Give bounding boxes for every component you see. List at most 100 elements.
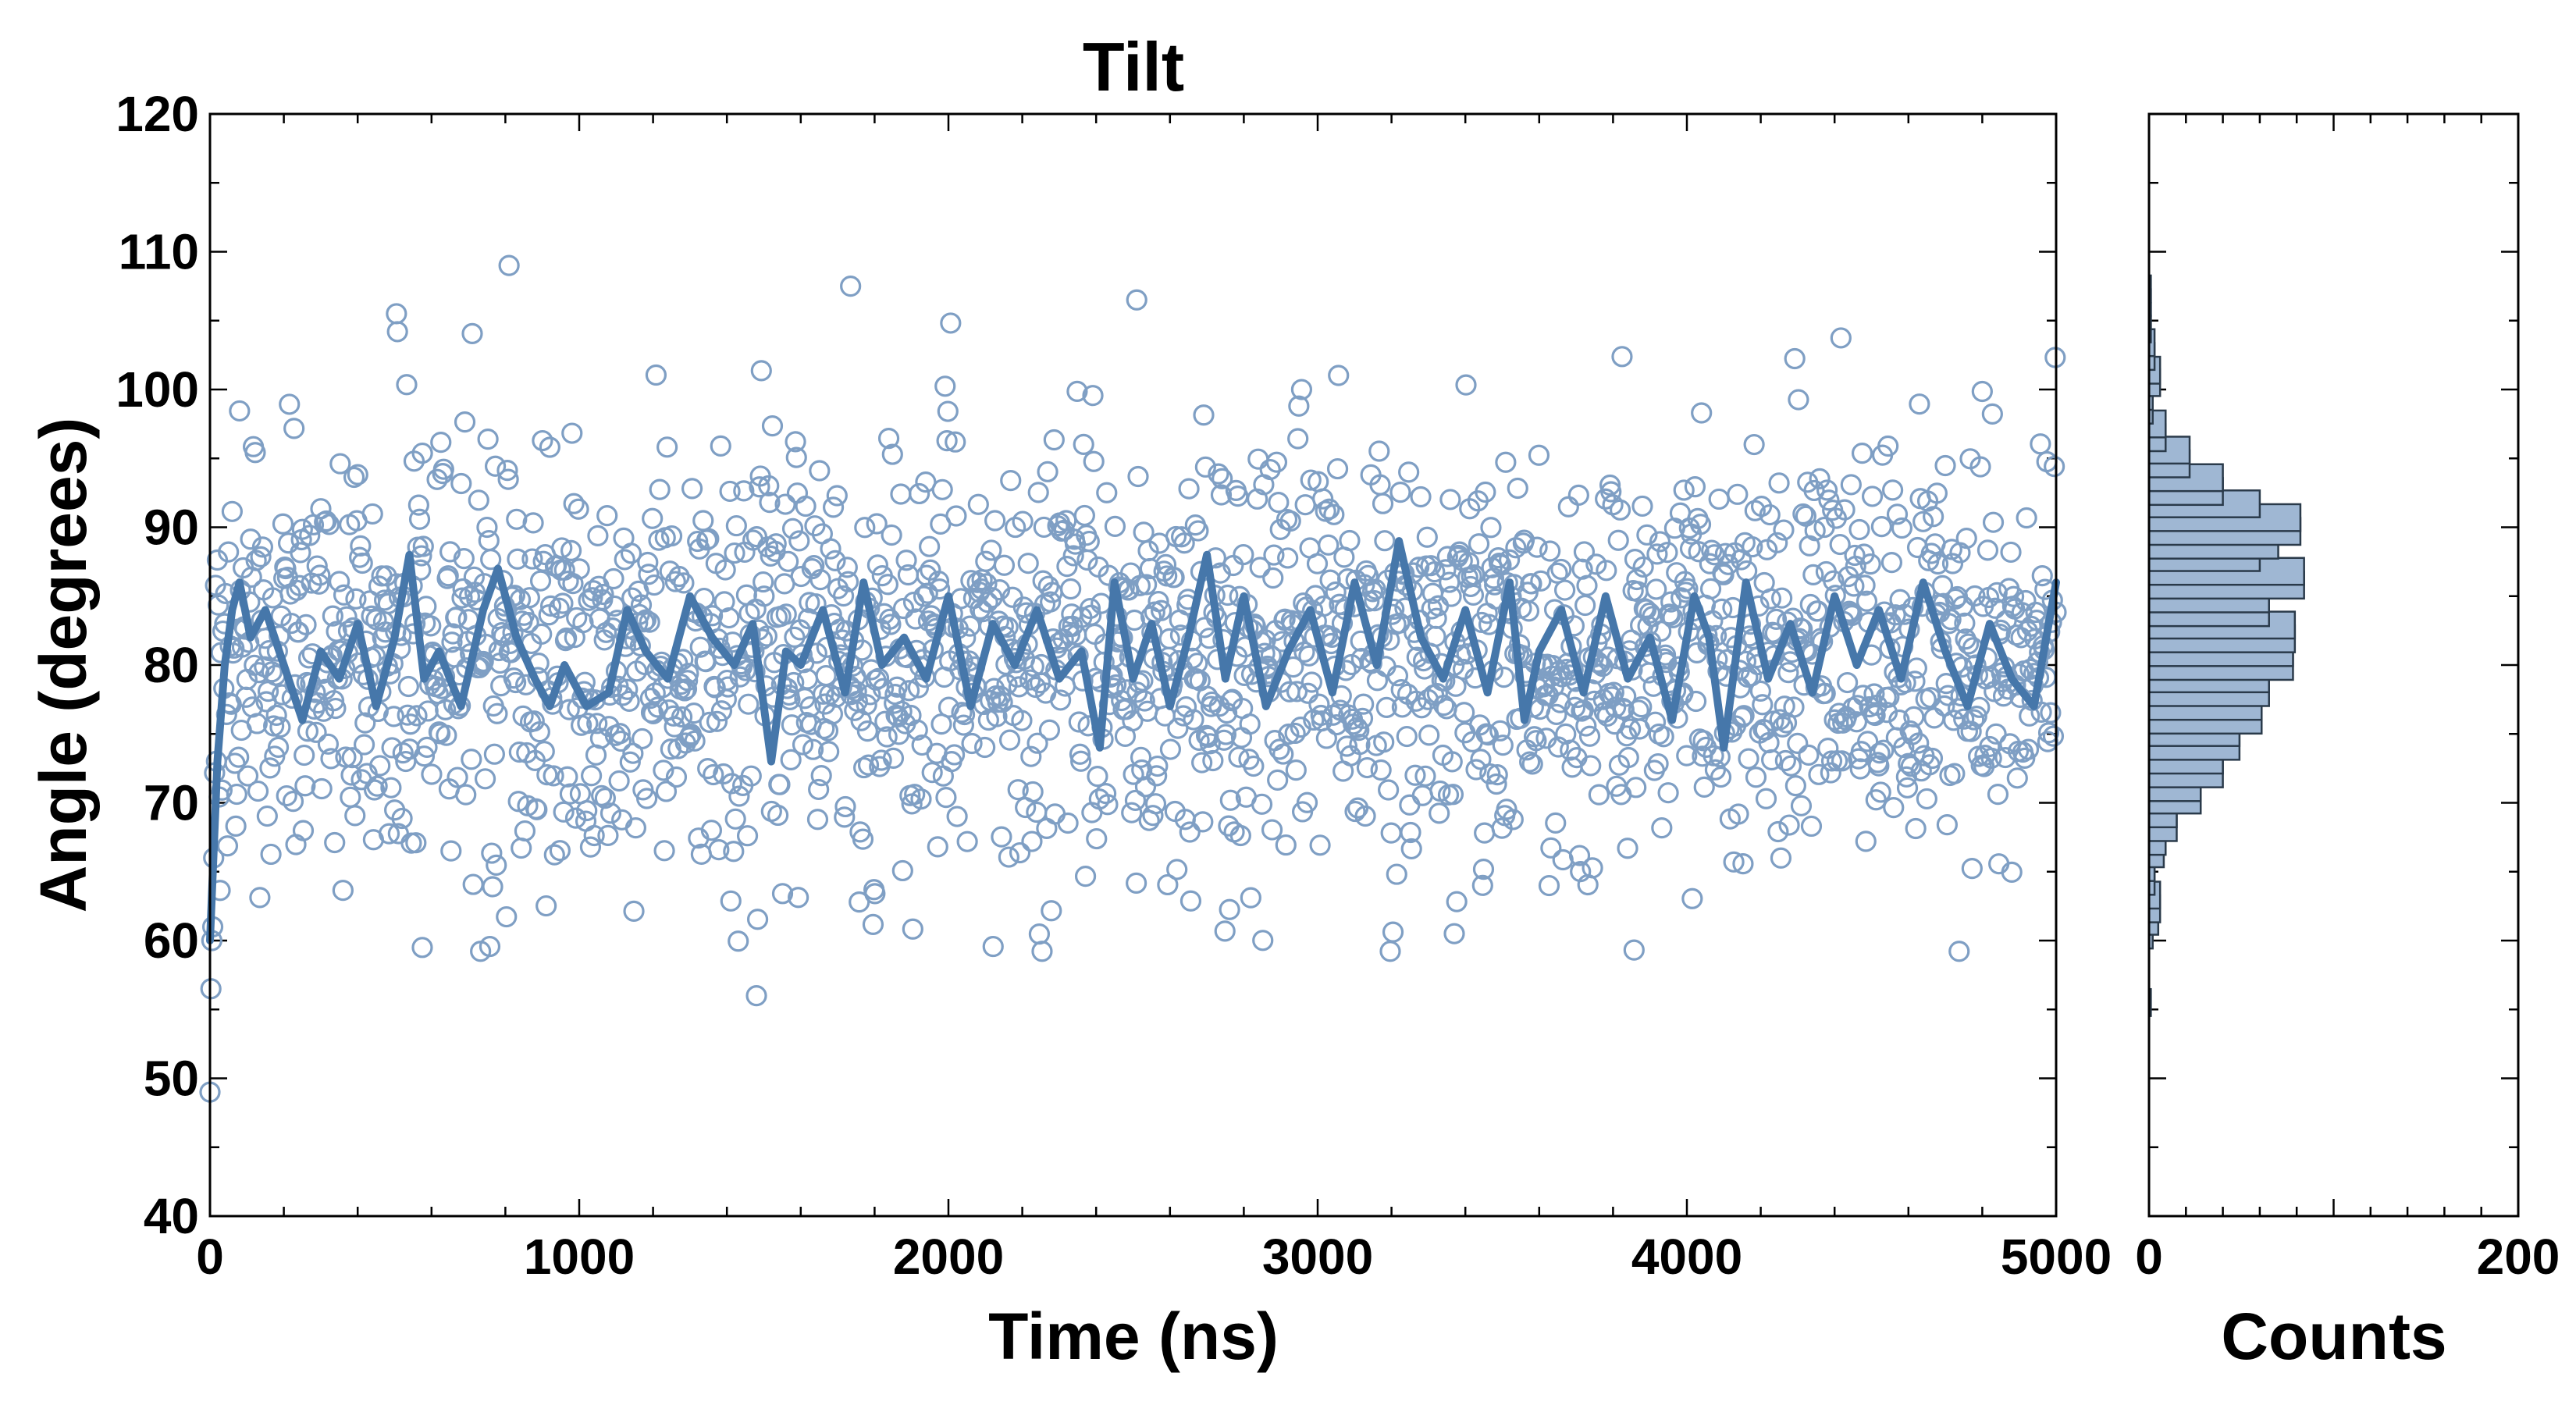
scatter-point (1864, 704, 1886, 727)
scatter-point (622, 742, 644, 764)
scatter-point (291, 518, 313, 540)
scatter-point (1770, 847, 1792, 869)
scatter-point (522, 512, 544, 534)
x-tick-label: 4000 (1631, 1229, 1742, 1285)
scatter-point (809, 569, 831, 591)
scatter-point (775, 603, 797, 625)
scatter-point (837, 571, 859, 592)
scatter-point (940, 312, 962, 334)
scatter-point (245, 550, 267, 571)
scatter-point (1252, 930, 1274, 951)
scatter-point (528, 720, 550, 743)
scatter-point (447, 767, 468, 788)
scatter-point (1937, 685, 1959, 706)
scatter-point (1059, 624, 1081, 646)
scatter-point (735, 660, 756, 681)
scatter-point (308, 573, 330, 595)
scatter-point (1904, 670, 1926, 692)
scatter-point (344, 805, 366, 827)
scatter-point (1507, 477, 1528, 500)
scatter-point (1057, 812, 1079, 834)
scatter-point (862, 913, 884, 935)
scatter-point (1855, 831, 1877, 852)
scatter-point (892, 597, 915, 620)
scatter-point (1966, 706, 1987, 727)
scatter-point (1804, 520, 1826, 542)
scatter-point (1433, 695, 1455, 717)
scatter-point (1349, 734, 1371, 756)
scatter-point (317, 733, 340, 755)
scatter-point (859, 684, 881, 706)
scatter-point (1960, 720, 1982, 742)
scatter-point (283, 418, 305, 439)
scatter-point (1031, 941, 1053, 962)
scatter-point (610, 730, 632, 752)
scatter-point (771, 883, 794, 905)
scatter-point (1896, 777, 1919, 799)
scatter-point (1778, 814, 1800, 836)
scatter-point (591, 784, 613, 806)
scatter-point (299, 525, 321, 546)
scatter-point (856, 694, 877, 716)
scatter-point (247, 780, 269, 802)
scatter-point (1619, 718, 1642, 740)
scatter-point (1546, 562, 1568, 584)
scatter-point (769, 774, 791, 795)
scatter-point (1073, 504, 1095, 527)
scatter-point (1944, 763, 1966, 784)
scatter-point (1710, 766, 1732, 788)
scatter-point (738, 693, 760, 715)
scatter-point (226, 783, 247, 806)
scatter-point (1194, 456, 1216, 478)
scatter-point (603, 567, 624, 590)
scatter-point (927, 571, 950, 592)
scatter-point (1166, 859, 1188, 880)
scatter-series (199, 254, 2067, 1103)
scatter-point (1356, 756, 1379, 779)
scatter-point (619, 751, 641, 773)
scatter-point (318, 514, 340, 535)
scatter-point (1517, 600, 1540, 622)
scatter-point (1298, 645, 1320, 667)
scatter-point (486, 854, 507, 876)
scatter-point (294, 744, 315, 767)
scatter-point (250, 546, 272, 568)
scatter-point (998, 846, 1019, 868)
scatter-point (1037, 461, 1059, 482)
scatter-point (1471, 874, 1493, 896)
scatter-point (1142, 805, 1164, 827)
scatter-point (380, 777, 402, 799)
scatter-point (921, 762, 943, 784)
scatter-point (1130, 746, 1152, 768)
scatter-point (1249, 557, 1271, 578)
scatter-point (1440, 585, 1462, 607)
scatter-point (1843, 575, 1865, 597)
scatter-point (1831, 750, 1853, 772)
scatter-point (1923, 707, 1945, 729)
scatter-point (1279, 510, 1301, 532)
scatter-point (461, 322, 483, 344)
scatter-point (1374, 530, 1396, 552)
scatter-point (1366, 670, 1389, 692)
scatter-point (462, 873, 484, 895)
scatter-point (287, 621, 310, 643)
scatter-point (1699, 578, 1722, 599)
scatter-point (906, 719, 928, 741)
scatter-point (1272, 743, 1294, 765)
scatter-point (632, 727, 653, 750)
running-average-line (206, 537, 2060, 944)
scatter-point (1733, 705, 1755, 727)
scatter-point (725, 514, 747, 537)
scatter-point (1525, 730, 1547, 752)
scatter-point (1336, 735, 1357, 757)
x-axis-label: Time (ns) (988, 1300, 1279, 1373)
scatter-point (1296, 791, 1318, 813)
scatter-point (706, 710, 728, 732)
scatter-point (1861, 486, 1884, 507)
scatter-point (1496, 799, 1517, 820)
scatter-point (1038, 719, 1061, 741)
scatter-point (785, 431, 806, 453)
scatter-point (1708, 488, 1730, 510)
scatter-point (1829, 533, 1851, 556)
scatter-point (733, 480, 755, 502)
